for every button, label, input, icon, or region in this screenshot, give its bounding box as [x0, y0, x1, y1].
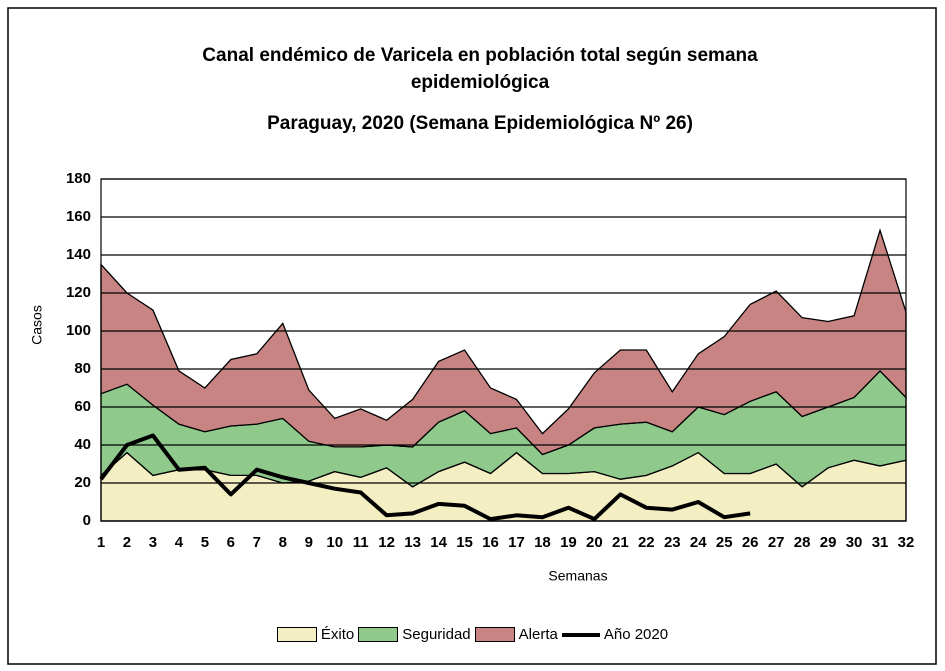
legend-label: Seguridad — [402, 626, 471, 643]
x-tick-label: 3 — [149, 534, 157, 551]
x-tick-label: 5 — [201, 534, 209, 551]
x-tick-label: 15 — [456, 534, 473, 551]
x-axis-label: Semanas — [548, 568, 607, 584]
x-tick-label: 11 — [353, 534, 369, 551]
legend-item: Alerta — [474, 626, 558, 643]
x-tick-label: 29 — [820, 534, 837, 551]
x-tick-label: 24 — [690, 534, 707, 551]
x-tick-label: 1 — [97, 534, 105, 551]
legend-label: Éxito — [320, 626, 355, 643]
x-tick-label: 13 — [404, 534, 421, 551]
legend-swatch — [358, 627, 399, 642]
x-tick-label: 28 — [794, 534, 811, 551]
grid — [100, 178, 907, 522]
x-tick-label: 6 — [227, 534, 235, 551]
x-tick-label: 18 — [534, 534, 551, 551]
x-tick-label: 23 — [664, 534, 681, 551]
legend-item: Éxito — [276, 626, 355, 643]
frame — [7, 7, 937, 665]
x-tick-label: 21 — [612, 534, 629, 551]
x-tick-label: 4 — [175, 534, 184, 551]
y-tick-label: 20 — [74, 474, 91, 491]
chart-title: Canal endémico de Varicela en población … — [202, 45, 758, 93]
x-tick-label: 17 — [508, 534, 525, 551]
lines — [99, 433, 751, 522]
y-tick-label: 100 — [66, 322, 91, 339]
legend-swatch — [561, 632, 600, 637]
y-tick-label: 140 — [66, 246, 91, 263]
x-tick-label: 14 — [430, 534, 447, 551]
y-tick-label: 60 — [74, 398, 91, 415]
y-tick-label: 180 — [66, 170, 91, 187]
x-tick-label: 2 — [123, 534, 131, 551]
x-tick-label: 32 — [898, 534, 915, 551]
y-tick-label: 160 — [66, 208, 91, 225]
legend-item: Seguridad — [358, 626, 471, 643]
x-tick-label: 12 — [378, 534, 395, 551]
line — [99, 433, 751, 522]
x-tick-label: 25 — [716, 534, 733, 551]
legend-label: Año 2020 — [603, 626, 669, 643]
x-tick-label: 20 — [586, 534, 603, 551]
plot-border — [100, 178, 907, 522]
x-tick-label: 31 — [872, 534, 889, 551]
y-tick-label: 80 — [74, 360, 91, 377]
y-tick-label: 0 — [83, 512, 91, 529]
chart-subtitle: Paraguay, 2020 (Semana Epidemiológica Nº… — [267, 113, 693, 134]
y-tick-label: 120 — [66, 284, 91, 301]
x-tick-label: 9 — [305, 534, 313, 551]
legend: Éxito Seguridad Alerta Año 2020 — [0, 626, 945, 643]
y-tick-label: 40 — [74, 436, 91, 453]
x-tick-label: 16 — [482, 534, 499, 551]
x-tick-label: 26 — [742, 534, 759, 551]
x-tick-label: 7 — [253, 534, 261, 551]
areas — [100, 228, 907, 522]
y-axis-label: Casos — [29, 305, 45, 345]
x-tick-label: 27 — [768, 534, 785, 551]
legend-label: Alerta — [518, 626, 558, 643]
x-tick-label: 8 — [279, 534, 287, 551]
legend-item: Año 2020 — [561, 626, 669, 643]
x-tick-label: 22 — [638, 534, 655, 551]
x-tick-label: 10 — [326, 534, 343, 551]
x-tick-label: 19 — [560, 534, 577, 551]
legend-swatch — [474, 627, 515, 642]
x-tick-label: 30 — [846, 534, 863, 551]
legend-swatch — [276, 627, 317, 642]
